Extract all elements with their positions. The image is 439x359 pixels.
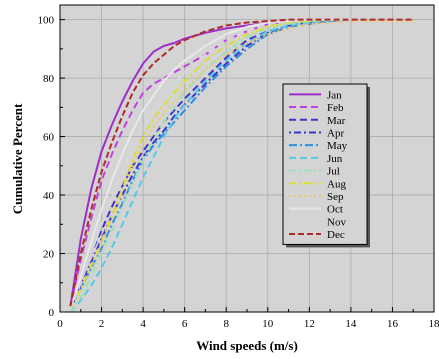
legend-label: Nov bbox=[327, 216, 346, 228]
legend-label: Aug bbox=[327, 178, 346, 190]
y-tick-label: 20 bbox=[43, 249, 55, 261]
x-tick-label: 10 bbox=[262, 318, 274, 330]
x-tick-label: 4 bbox=[140, 318, 146, 330]
series-line-dec bbox=[69, 18, 414, 307]
series-line-sep bbox=[69, 20, 414, 310]
x-tick-label: 12 bbox=[304, 318, 315, 330]
y-axis-ticks: 0 20 40 60 80 100 bbox=[38, 15, 65, 319]
x-tick-label: 14 bbox=[345, 318, 357, 330]
x-tick-label: 8 bbox=[223, 318, 229, 330]
y-tick-label: 100 bbox=[38, 15, 55, 27]
legend-label: Sep bbox=[327, 191, 344, 203]
x-tick-label: 0 bbox=[57, 318, 63, 330]
x-axis-title: Wind speeds (m/s) bbox=[196, 338, 298, 353]
series-line-jul bbox=[69, 18, 351, 313]
x-tick-label: 2 bbox=[99, 318, 105, 330]
legend-label: Mar bbox=[327, 115, 346, 127]
y-axis-title: Cumulative Percent bbox=[10, 103, 25, 214]
y-tick-label: 80 bbox=[43, 73, 55, 85]
y-tick-label: 40 bbox=[43, 190, 55, 202]
legend-label: Oct bbox=[327, 204, 343, 216]
x-tick-label: 6 bbox=[182, 318, 188, 330]
legend-label: Feb bbox=[327, 102, 344, 114]
x-axis-ticks: 0 2 4 6 8 10 12 14 16 18 bbox=[57, 307, 439, 330]
legend-label: Jan bbox=[327, 89, 342, 101]
plot-background bbox=[60, 5, 434, 312]
series-lines bbox=[69, 18, 414, 313]
y-tick-label: 0 bbox=[49, 307, 55, 319]
legend-label: Jun bbox=[327, 153, 343, 165]
legend-label: Jul bbox=[327, 166, 340, 178]
series-line-aug bbox=[69, 18, 351, 310]
legend-label: May bbox=[327, 140, 348, 152]
x-tick-label: 16 bbox=[387, 318, 399, 330]
series-line-jun bbox=[69, 18, 351, 313]
legend-box bbox=[282, 83, 368, 245]
x-tick-label: 18 bbox=[429, 318, 439, 330]
legend-label: Apr bbox=[327, 127, 344, 139]
series-line-nov bbox=[69, 18, 351, 310]
y-tick-label: 60 bbox=[43, 132, 55, 144]
legend-label: Dec bbox=[327, 229, 345, 241]
